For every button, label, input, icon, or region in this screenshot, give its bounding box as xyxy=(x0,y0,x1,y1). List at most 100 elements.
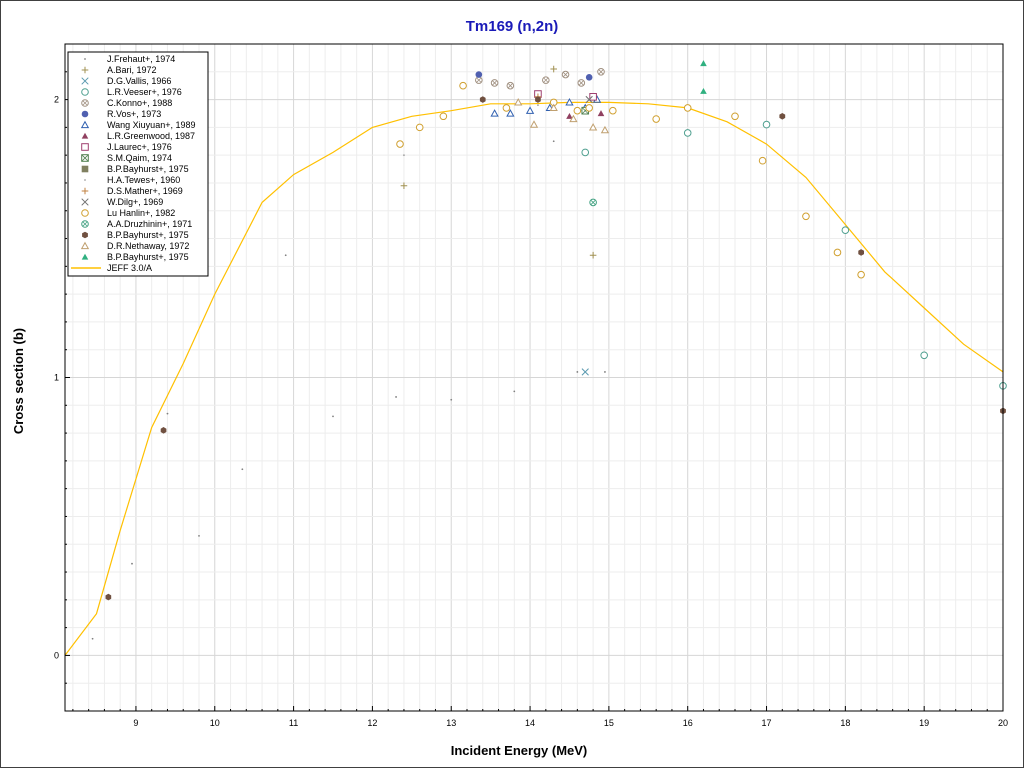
data-point xyxy=(552,140,555,143)
x-tick-label: 13 xyxy=(446,718,456,728)
data-point xyxy=(396,140,404,148)
data-point xyxy=(609,106,617,115)
data-point xyxy=(585,95,593,104)
legend-marker xyxy=(81,132,89,139)
data-point xyxy=(683,129,692,137)
legend-entry: A.Bari, 1972 xyxy=(81,65,157,75)
data-point xyxy=(597,110,605,117)
legend-marker xyxy=(81,165,89,173)
legend-label: D.R.Nethaway, 1972 xyxy=(107,241,189,251)
data-point xyxy=(439,112,448,121)
data-point xyxy=(731,112,739,121)
x-tick-label: 18 xyxy=(840,718,850,728)
x-tick-label: 10 xyxy=(210,718,220,728)
legend-label: C.Konno+, 1988 xyxy=(107,98,172,108)
data-point xyxy=(403,154,405,157)
x-tick-label: 20 xyxy=(998,718,1008,728)
x-tick-label: 19 xyxy=(919,718,929,728)
x-tick-label: 14 xyxy=(525,718,535,728)
legend-marker xyxy=(81,198,89,206)
legend-label: R.Vos+, 1973 xyxy=(107,109,161,119)
legend-box xyxy=(67,51,209,277)
y-tick-label: 1 xyxy=(54,373,59,383)
data-point xyxy=(490,109,499,117)
data-point xyxy=(841,226,850,235)
legend-marker xyxy=(81,154,89,162)
data-point xyxy=(700,60,707,67)
legend-label: H.A.Tewes+, 1960 xyxy=(107,175,180,185)
data-points xyxy=(91,60,1007,640)
legend-entry: D.R.Nethaway, 1972 xyxy=(80,241,189,251)
data-point xyxy=(459,81,467,90)
x-tick-label: 9 xyxy=(133,718,138,728)
data-point xyxy=(415,123,424,132)
data-point xyxy=(585,74,593,81)
series-7 xyxy=(566,110,605,119)
legend-label: B.P.Bayhurst+, 1975 xyxy=(107,252,189,262)
axes xyxy=(64,43,1004,712)
curve-jeff-3-0-a xyxy=(64,101,1004,656)
data-point xyxy=(604,371,606,373)
legend-entry: D.G.Vallis, 1966 xyxy=(81,76,171,86)
legend-marker xyxy=(81,88,89,96)
legend-label: S.M.Qaim, 1974 xyxy=(107,153,172,163)
series-2 xyxy=(581,368,589,376)
legend-label: A.Bari, 1972 xyxy=(107,65,157,75)
data-point xyxy=(600,125,610,134)
data-point xyxy=(585,104,593,112)
data-point xyxy=(561,70,570,79)
data-point xyxy=(529,120,539,128)
x-tick-label: 11 xyxy=(289,718,298,728)
y-tick-label: 0 xyxy=(54,650,59,660)
data-point xyxy=(573,106,582,115)
data-point xyxy=(490,79,499,87)
data-point xyxy=(576,371,579,373)
legend-marker xyxy=(81,99,89,107)
chart-title: Tm169 (n,2n) xyxy=(466,18,559,35)
data-point xyxy=(542,76,550,84)
data-point xyxy=(589,251,597,259)
legend-label: B.P.Bayhurst+, 1975 xyxy=(107,230,189,240)
data-point xyxy=(506,109,515,117)
data-point xyxy=(920,351,928,360)
legend-entry: B.P.Bayhurst+, 1975 xyxy=(81,252,189,262)
data-point xyxy=(858,249,864,256)
data-point xyxy=(589,93,597,101)
legend-marker xyxy=(81,77,89,85)
data-point xyxy=(779,113,786,120)
data-point xyxy=(549,103,558,112)
legend-entry: Wang Xiuyuan+, 1989 xyxy=(80,120,195,130)
legend-entry: R.Vos+, 1973 xyxy=(81,109,161,119)
data-point xyxy=(762,120,771,129)
data-point xyxy=(652,115,660,123)
legend-marker xyxy=(81,110,89,118)
data-point xyxy=(802,212,810,221)
legend-entry: D.S.Mather+, 1969 xyxy=(81,186,183,196)
legend-label: JEFF 3.0/A xyxy=(107,263,152,273)
data-point xyxy=(569,114,578,123)
data-point xyxy=(160,427,167,434)
legend-label: B.P.Bayhurst+, 1975 xyxy=(107,164,189,174)
data-point xyxy=(550,65,558,73)
data-point xyxy=(91,637,94,640)
data-point xyxy=(332,415,334,418)
data-point xyxy=(450,398,453,401)
series-0 xyxy=(91,140,606,640)
legend-label: W.Dilg+, 1969 xyxy=(107,197,163,207)
series-14 xyxy=(396,81,865,279)
legend-marker xyxy=(81,253,89,260)
data-point xyxy=(857,270,865,279)
legend-marker xyxy=(80,120,90,129)
data-point xyxy=(535,96,541,103)
series-18 xyxy=(700,60,707,94)
data-point xyxy=(588,123,598,131)
legend-entry: Lu Hanlin+, 1982 xyxy=(81,208,175,218)
series-15 xyxy=(589,198,597,207)
data-point xyxy=(506,81,515,90)
legend-entry: B.P.Bayhurst+, 1975 xyxy=(81,164,189,174)
data-point xyxy=(700,87,707,94)
x-axis-title: Incident Energy (MeV) xyxy=(451,743,588,758)
data-point xyxy=(758,156,767,165)
